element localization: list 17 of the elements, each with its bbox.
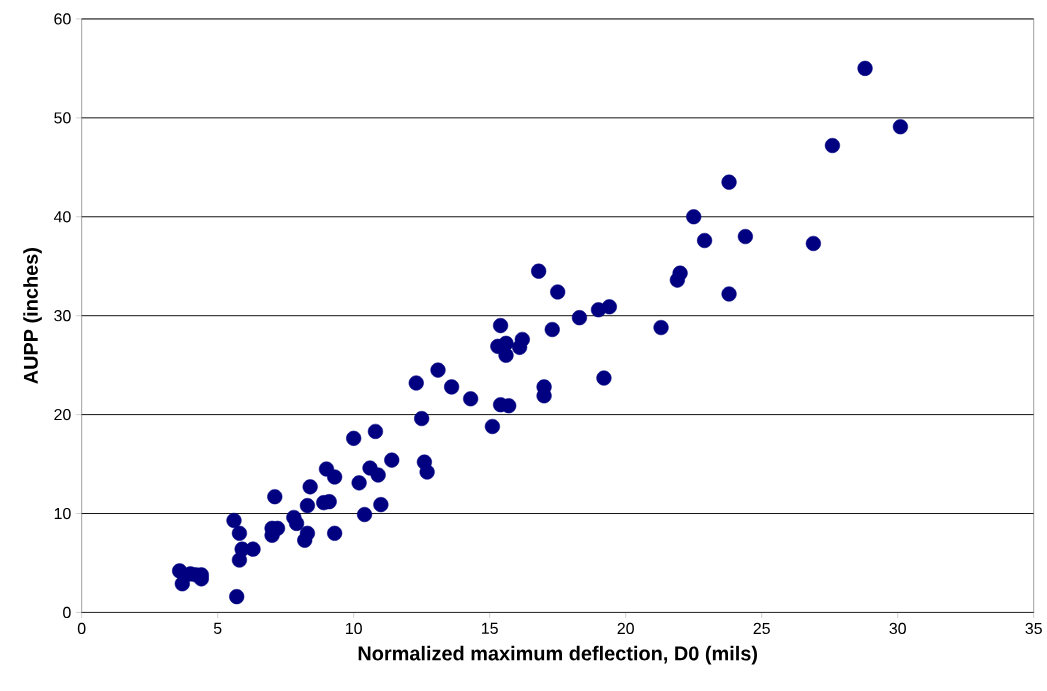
y-tick-label: 60 — [54, 13, 71, 25]
y-axis-title: AUPP (inches) — [23, 248, 42, 384]
y-tick-label: 0 — [63, 606, 71, 619]
x-tick-label: 10 — [346, 622, 362, 635]
x-tick-label: 0 — [77, 622, 86, 635]
x-tick-label: 25 — [753, 622, 770, 635]
x-tick-label: 5 — [213, 622, 222, 634]
y-tick-label: 50 — [54, 112, 71, 124]
x-tick-label: 15 — [482, 622, 498, 634]
x-tick-label: 20 — [617, 622, 634, 635]
x-tick-label: 30 — [889, 622, 906, 635]
x-axis-title: Normalized maximum deflection, D0 (mils) — [358, 645, 758, 665]
y-tick-label: 10 — [54, 507, 71, 520]
x-tick-label: 35 — [1025, 622, 1042, 635]
y-tick-label: 20 — [54, 408, 71, 421]
y-tick-label: 30 — [54, 309, 71, 322]
y-tick-label: 40 — [53, 211, 71, 223]
